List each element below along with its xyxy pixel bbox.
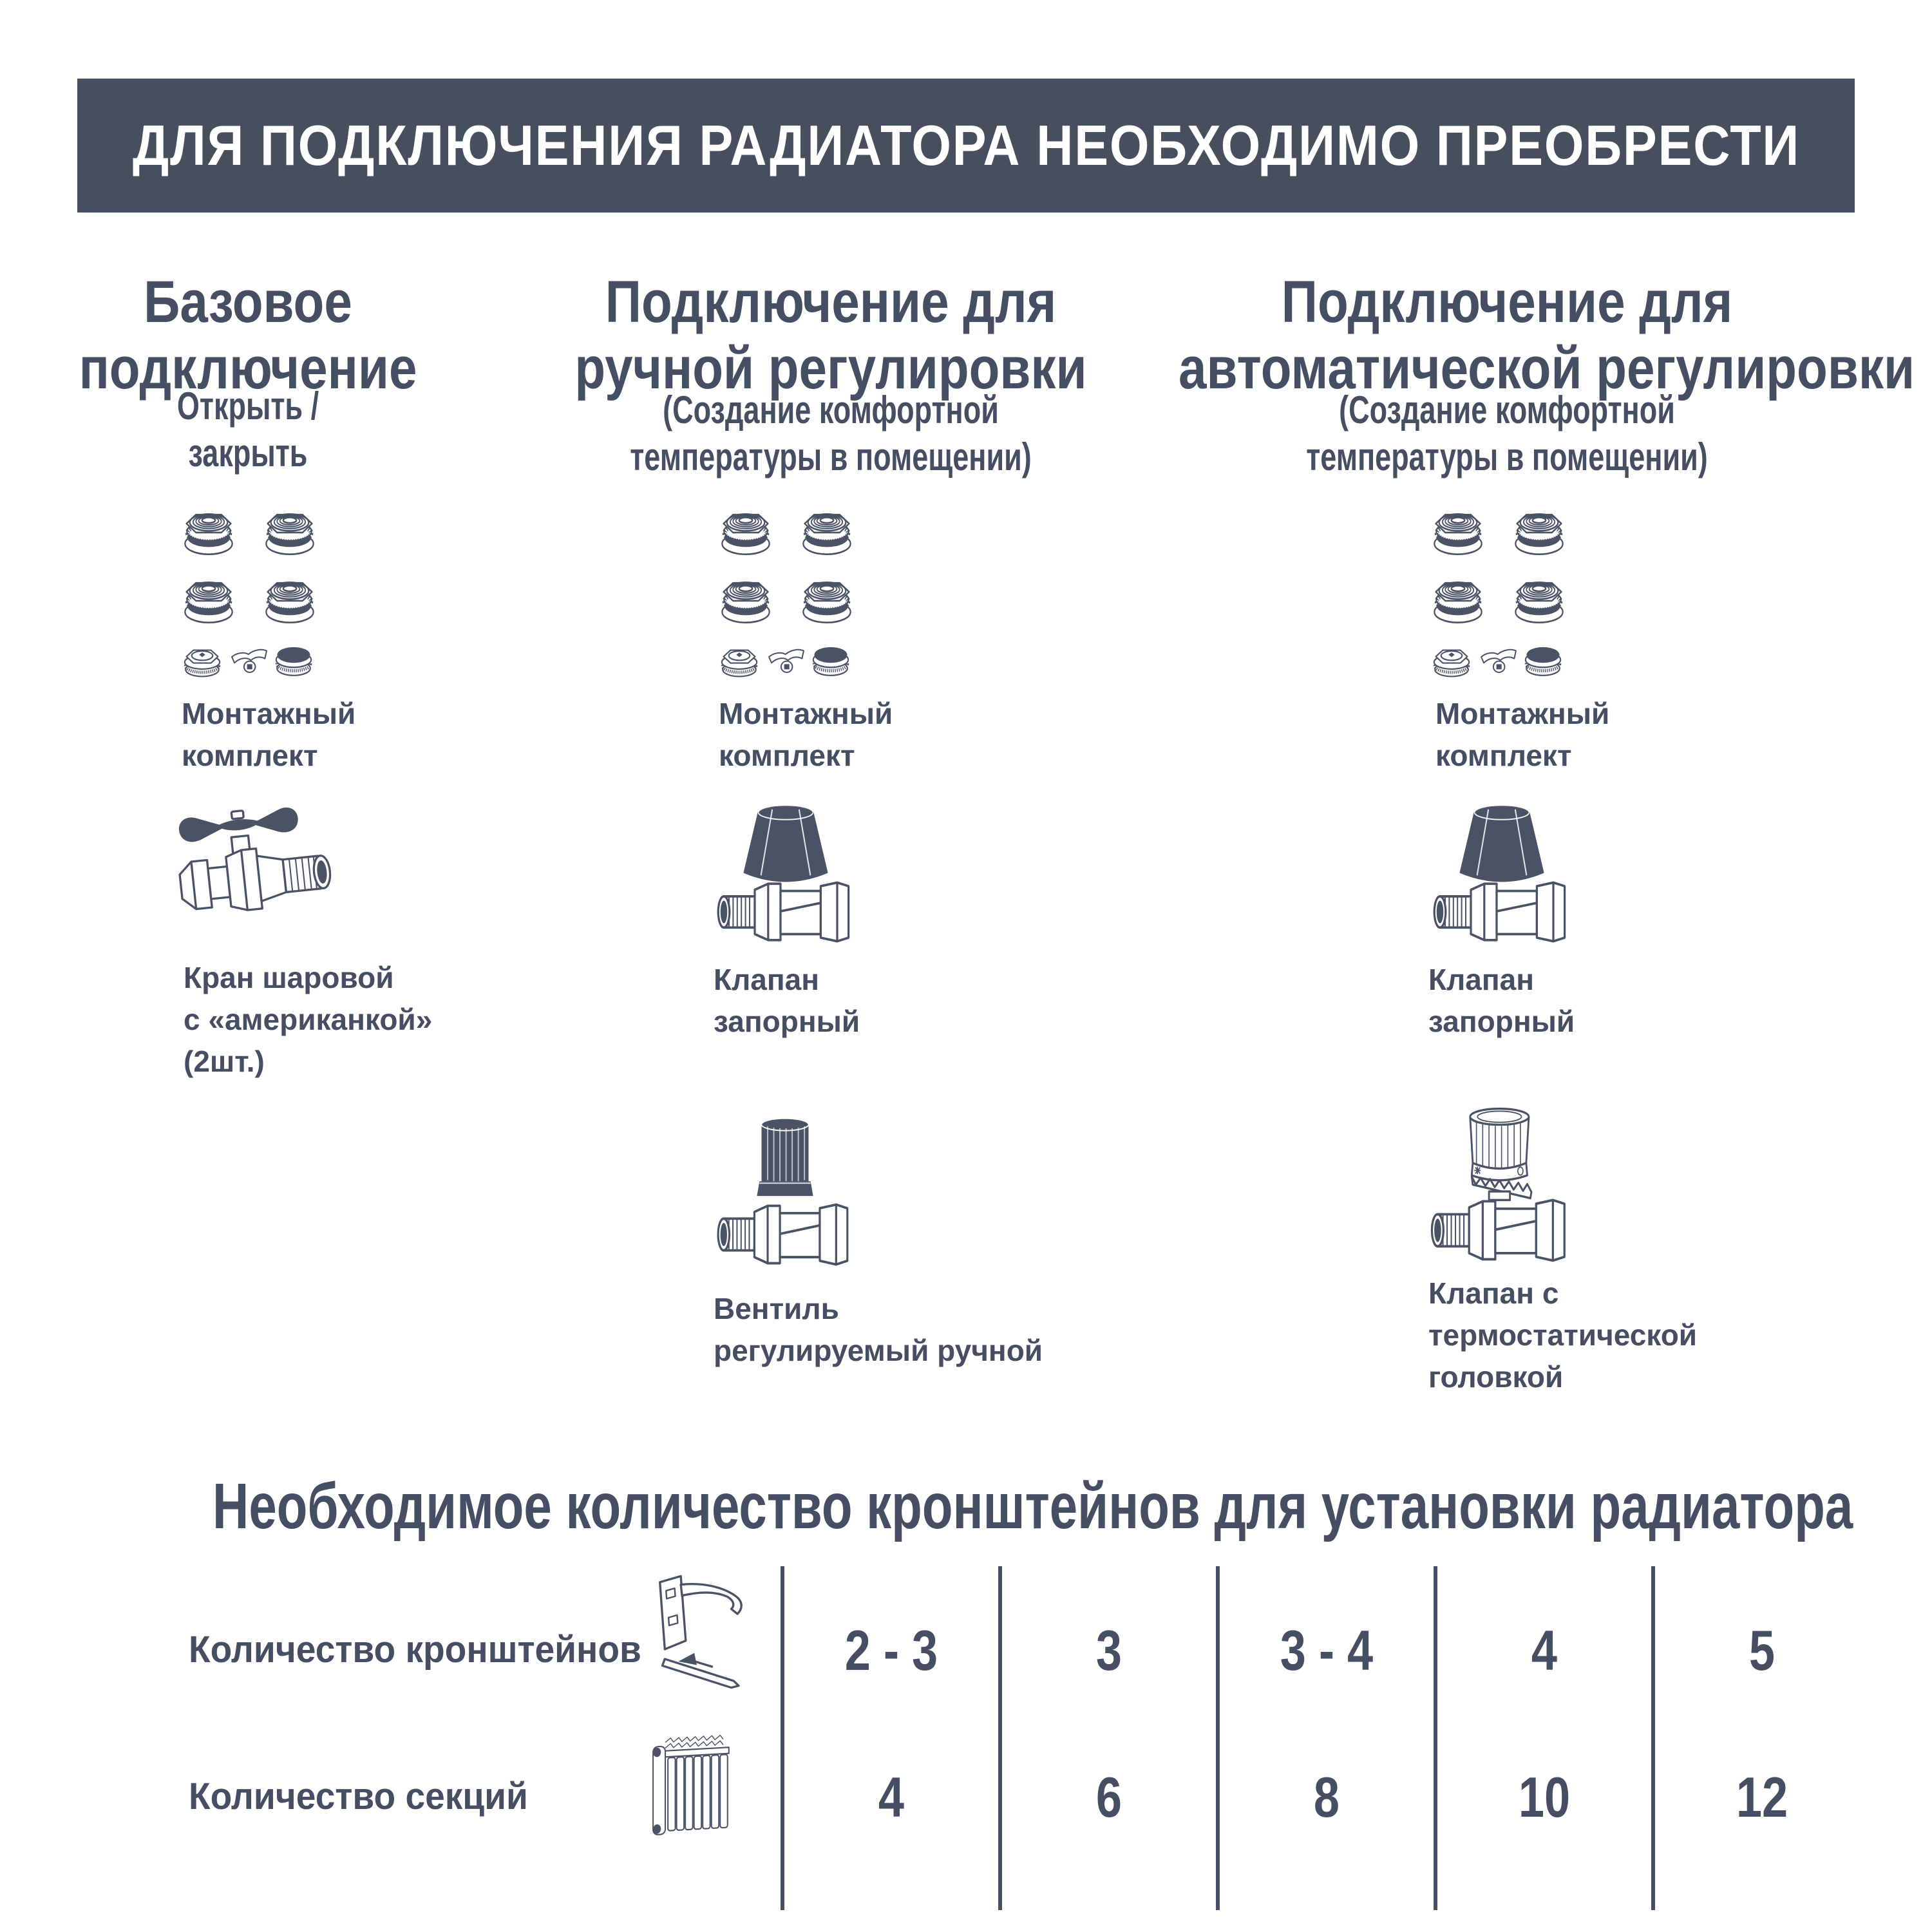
mounting-kit-icon: [1430, 495, 1567, 681]
stop-valve-icon: [708, 800, 863, 947]
table-cell: 12: [1736, 1765, 1788, 1829]
table-cell: 3: [1095, 1618, 1122, 1682]
column-subtitle: Открыть / закрыть: [176, 384, 319, 475]
table-cell: 6: [1095, 1765, 1122, 1829]
item-label: Клапан запорный: [714, 963, 860, 1038]
column-subtitle: (Создание комфортной температуры в помещ…: [1306, 388, 1708, 478]
row-label-brackets: Количество кронштейнов: [189, 1629, 641, 1671]
table-divider: [1216, 1566, 1220, 1910]
column-title: Подключение для автоматической регулиров…: [1179, 269, 1915, 401]
mounting-kit-icon: [180, 495, 318, 681]
table-cell: 8: [1313, 1765, 1340, 1829]
header-bar: ДЛЯ ПОДКЛЮЧЕНИЯ РАДИАТОРА НЕОБХОДИМО ПРЕ…: [77, 79, 1855, 213]
column-title: Подключение для ручной регулировки: [574, 269, 1087, 401]
ball-valve-icon: [173, 799, 348, 947]
thermostatic-valve-icon: [1422, 1103, 1579, 1266]
table-cell: 4: [1531, 1618, 1558, 1682]
item-label: Клапан запорный: [1428, 963, 1575, 1038]
stop-valve-icon: [1425, 800, 1579, 947]
page-title: ДЛЯ ПОДКЛЮЧЕНИЯ РАДИАТОРА НЕОБХОДИМО ПРЕ…: [132, 113, 1800, 177]
table-cell: 5: [1748, 1618, 1776, 1682]
item-label: Монтажный комплект: [719, 697, 893, 772]
bracket-icon: [641, 1569, 752, 1694]
column-title: Базовое подключение: [79, 269, 417, 401]
table-divider: [998, 1566, 1002, 1910]
table-divider: [1434, 1566, 1437, 1910]
column-subtitle: (Создание комфортной температуры в помещ…: [630, 388, 1032, 478]
mounting-kit-icon: [717, 495, 855, 681]
brackets-table-title: Необходимое количество кронштейнов для у…: [213, 1470, 1853, 1542]
row-label-sections: Количество секций: [189, 1776, 528, 1817]
table-cell: 3 - 4: [1280, 1618, 1374, 1682]
table-cell: 10: [1518, 1765, 1571, 1829]
table-divider: [781, 1566, 784, 1910]
table-cell: 4: [878, 1765, 905, 1829]
table-divider: [1651, 1566, 1655, 1910]
item-label: Кран шаровой с «американкой» (2шт.): [184, 961, 433, 1078]
item-label: Клапан с термостатической головкой: [1428, 1276, 1698, 1394]
manual-valve-icon: [708, 1114, 862, 1270]
item-label: Монтажный комплект: [1435, 697, 1610, 772]
table-cell: 2 - 3: [844, 1618, 938, 1682]
item-label: Монтажный комплект: [182, 697, 356, 772]
item-label: Вентиль регулируемый ручной: [714, 1292, 1043, 1367]
radiator-icon: [648, 1728, 739, 1843]
